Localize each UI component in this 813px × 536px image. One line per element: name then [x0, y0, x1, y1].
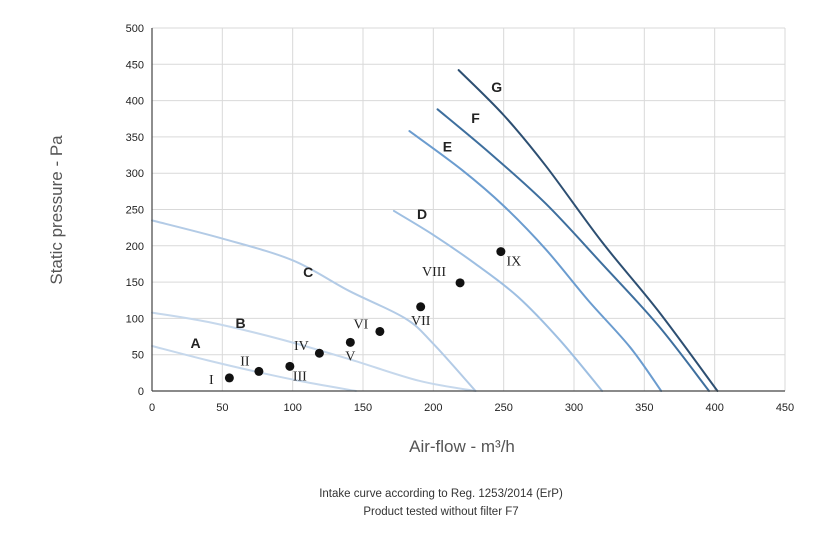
point-v — [345, 337, 355, 347]
point-label-vi: VI — [353, 317, 368, 332]
y-tick-label: 300 — [126, 168, 144, 180]
point-label-iv: IV — [294, 339, 309, 354]
point-iv — [314, 348, 324, 358]
curve-label-b: B — [236, 315, 246, 331]
curve-label-d: D — [417, 206, 427, 222]
caption-line-1: Intake curve according to Reg. 1253/2014… — [319, 488, 563, 500]
curve-b — [151, 311, 477, 392]
point-label-ix: IX — [506, 255, 521, 270]
y-tick-label: 200 — [126, 241, 144, 253]
y-tick-label: 350 — [126, 132, 144, 144]
axes: 0 50 100 150 200 250 300 350 400 450 0 50 100 150 200 2… — [126, 23, 795, 414]
point-vi — [375, 326, 385, 336]
y-tick-label: 100 — [126, 313, 144, 325]
x-tick-label: 350 — [635, 402, 653, 414]
curve-label-e: E — [443, 138, 452, 154]
curve-label-a: A — [191, 335, 201, 351]
point-ii — [254, 366, 264, 376]
point-iii — [285, 361, 295, 371]
curve-c — [151, 219, 477, 392]
x-tick-label: 100 — [283, 402, 301, 414]
point-viii — [455, 278, 465, 288]
caption-line-2: Product tested without filter F7 — [363, 506, 518, 518]
point-ix — [496, 247, 506, 257]
curve-g — [457, 69, 719, 392]
point-label-v: V — [345, 349, 355, 364]
curve-f — [436, 108, 711, 392]
point-vii — [416, 302, 426, 312]
x-tick-label: 250 — [494, 402, 512, 414]
x-tick-label: 0 — [149, 402, 155, 414]
curve-a — [151, 344, 357, 392]
point-label-vii: VII — [411, 314, 431, 329]
y-tick-label: 450 — [126, 59, 144, 71]
point-i — [224, 373, 234, 383]
grid — [152, 27, 786, 391]
y-tick-label: 150 — [126, 277, 144, 289]
x-tick-label: 200 — [424, 402, 442, 414]
y-tick-label: 0 — [138, 386, 144, 398]
x-tick-label: 50 — [216, 402, 228, 414]
curve-label-f: F — [471, 110, 480, 126]
x-tick-label: 150 — [354, 402, 372, 414]
y-tick-label: 50 — [132, 350, 144, 362]
point-label-iii: III — [293, 369, 307, 384]
curve-label-g: G — [491, 79, 502, 95]
point-label-viii: VIII — [422, 265, 446, 280]
curve-e — [408, 130, 663, 392]
x-tick-label: 300 — [565, 402, 583, 414]
point-label-ii: II — [240, 354, 250, 369]
y-tick-label: 500 — [126, 23, 144, 35]
x-tick-label: 450 — [776, 402, 794, 414]
fan-curves — [151, 69, 719, 392]
curve-d — [392, 209, 604, 392]
y-tick-label: 400 — [126, 96, 144, 108]
y-tick-label: 250 — [126, 205, 144, 217]
curve-label-c: C — [303, 264, 313, 280]
x-tick-label: 400 — [705, 402, 723, 414]
point-label-i: I — [209, 373, 214, 388]
operating-points — [224, 247, 506, 383]
x-axis-title: Air-flow - m³/h — [409, 437, 515, 456]
y-axis-title: Static pressure - Pa — [47, 135, 66, 285]
